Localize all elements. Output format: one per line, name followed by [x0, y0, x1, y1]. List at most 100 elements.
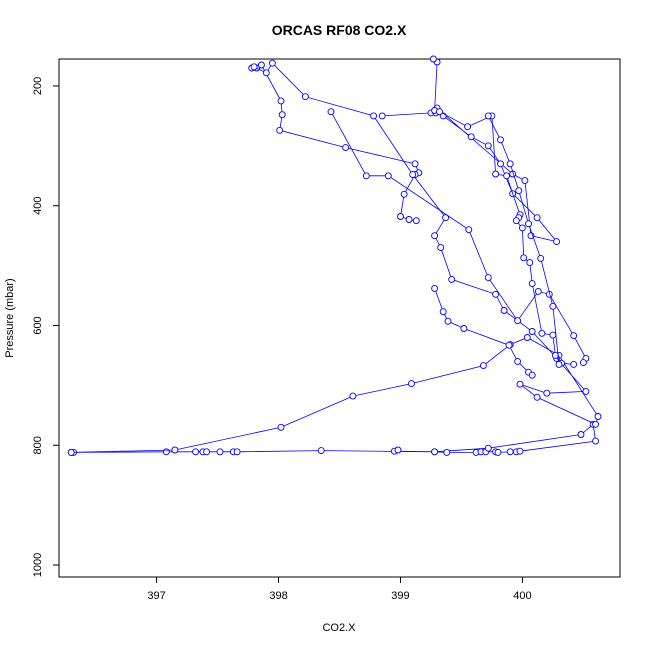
data-point [277, 97, 285, 105]
data-point [448, 275, 456, 283]
data-point [484, 274, 492, 282]
x-tick-label: 399 [391, 590, 409, 602]
data-point [582, 387, 590, 395]
data-point [497, 136, 504, 144]
y-tick-label: 200 [32, 77, 44, 95]
series-line [71, 423, 597, 453]
y-axis-label: Pressure (mbar) [4, 278, 16, 357]
x-tick-label: 398 [269, 590, 287, 602]
data-point [515, 187, 523, 195]
data-point [67, 448, 75, 456]
data-point [525, 220, 532, 228]
data-point [277, 423, 285, 431]
x-tick-label: 397 [147, 590, 165, 602]
data-point [216, 448, 224, 456]
data-point [528, 371, 536, 379]
data-point [503, 172, 511, 180]
data-point [537, 254, 545, 262]
data-point [484, 112, 492, 120]
data-point [512, 217, 520, 225]
data-point [405, 216, 413, 223]
data-point [411, 160, 419, 168]
data-point [514, 357, 522, 365]
data-point [520, 254, 528, 262]
data-point [549, 331, 557, 339]
data-point [492, 290, 500, 298]
data-point [349, 392, 357, 400]
data-point [437, 244, 445, 252]
y-tick-label: 1000 [32, 553, 44, 577]
data-point [497, 160, 504, 168]
data-point [257, 61, 265, 69]
data-point [465, 226, 473, 234]
data-point [516, 380, 524, 388]
data-point [526, 259, 534, 267]
data-point [543, 389, 551, 397]
data-point [506, 160, 514, 168]
data-point [594, 413, 602, 420]
data-point [431, 232, 439, 240]
data-point [553, 238, 561, 246]
data-point [484, 142, 492, 150]
data-point [408, 380, 415, 388]
data-point [464, 123, 472, 131]
data-point [276, 126, 284, 134]
y-tick-label: 400 [32, 197, 44, 215]
data-point [233, 448, 241, 456]
series-line [251, 64, 420, 222]
data-point [443, 448, 451, 456]
data-point [342, 144, 350, 152]
data-point [409, 171, 417, 179]
data-point [492, 170, 500, 178]
data-point [439, 308, 447, 316]
data-point [327, 108, 335, 116]
data-point [431, 284, 439, 292]
chart-title: ORCAS RF08 CO2.X [272, 22, 407, 38]
data-point [397, 213, 404, 220]
x-axis-label: CO2.X [322, 622, 356, 634]
data-point [521, 177, 529, 185]
data-point [516, 447, 524, 455]
data-point [384, 172, 392, 180]
data-point [549, 302, 557, 310]
data-point [494, 448, 502, 456]
data-point [484, 444, 492, 452]
data-point [514, 317, 522, 325]
data-point [467, 133, 475, 141]
data-point [162, 448, 170, 456]
data-point [436, 108, 443, 116]
x-tick-label: 400 [513, 590, 531, 602]
data-point [518, 224, 526, 232]
data-point [555, 360, 563, 368]
series-line [382, 58, 558, 243]
data-point [534, 287, 542, 295]
data-point [506, 448, 514, 456]
x-axis: 397 398 399 400 [147, 577, 532, 602]
data-point [505, 341, 513, 349]
data-point [370, 112, 378, 120]
data-point [528, 280, 536, 288]
data-point [431, 448, 439, 456]
data-point [412, 217, 420, 225]
data-point [570, 360, 578, 368]
data-point [528, 328, 536, 335]
data-point [378, 112, 386, 120]
y-tick-label: 800 [32, 436, 44, 454]
data-point [394, 446, 402, 454]
data-point [301, 93, 309, 101]
data-point [171, 446, 179, 454]
data-point [523, 334, 531, 341]
data-point [538, 329, 546, 337]
y-tick-label: 600 [32, 316, 44, 334]
data-point [362, 172, 370, 180]
data-point [250, 63, 258, 71]
series-line [487, 115, 560, 365]
data-point [317, 447, 325, 455]
y-axis: 200 400 600 800 1000 [32, 77, 59, 577]
data-point [400, 190, 408, 198]
data-point [444, 317, 452, 325]
data-point [268, 59, 276, 67]
data-point [460, 325, 468, 332]
data-point [570, 332, 578, 340]
